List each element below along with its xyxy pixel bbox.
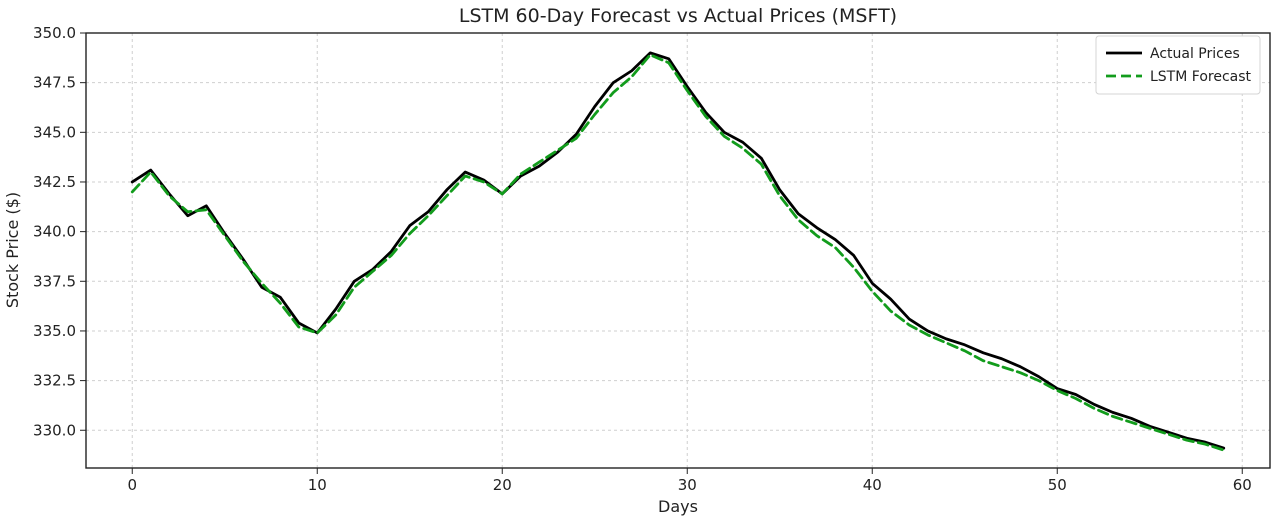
y-tick-label: 350.0 bbox=[33, 24, 76, 42]
plot-frame bbox=[85, 32, 1271, 469]
series-line-lstm-forecast bbox=[130, 53, 1226, 452]
axes bbox=[80, 32, 1271, 474]
y-tick-label: 337.5 bbox=[33, 272, 76, 290]
legend-box bbox=[1095, 35, 1261, 95]
series-line-actual-prices bbox=[130, 51, 1226, 450]
x-tick-label: 10 bbox=[308, 476, 327, 494]
y-tick-label: 345.0 bbox=[33, 123, 76, 141]
legend: Actual Prices LSTM Forecast bbox=[1095, 35, 1261, 95]
x-tick-label: 0 bbox=[127, 476, 137, 494]
x-tick-label: 30 bbox=[678, 476, 697, 494]
tick-labels: 0 10 20 30 40 50 60 330.0 332.5 335.0 337.5 340.0 34… bbox=[33, 24, 1252, 494]
y-tick-label: 342.5 bbox=[33, 173, 76, 191]
y-tick-label: 340.0 bbox=[33, 223, 76, 241]
legend-label-lstm-forecast: LSTM Forecast bbox=[1150, 69, 1252, 85]
x-axis-label: Days bbox=[658, 497, 698, 516]
legend-label-actual-prices: Actual Prices bbox=[1150, 46, 1240, 62]
y-tick-label: 335.0 bbox=[33, 322, 76, 340]
chart-title: LSTM 60-Day Forecast vs Actual Prices (M… bbox=[459, 5, 897, 27]
x-tick-label: 50 bbox=[1048, 476, 1067, 494]
y-tick-label: 332.5 bbox=[33, 372, 76, 390]
x-tick-label: 60 bbox=[1233, 476, 1252, 494]
y-tick-label: 330.0 bbox=[33, 421, 76, 439]
y-tick-label: 347.5 bbox=[33, 74, 76, 92]
x-tick-label: 20 bbox=[493, 476, 512, 494]
series-layer bbox=[130, 51, 1226, 452]
y-axis-label: Stock Price ($) bbox=[3, 192, 22, 308]
x-tick-label: 40 bbox=[863, 476, 882, 494]
